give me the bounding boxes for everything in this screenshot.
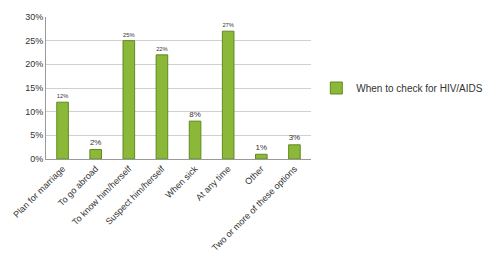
svg-text:20%: 20% [25, 59, 43, 69]
svg-text:0%: 0% [30, 154, 43, 164]
svg-text:15%: 15% [25, 83, 43, 93]
svg-text:25%: 25% [25, 36, 43, 46]
svg-text:Two or more of these options: Two or more of these options [210, 163, 299, 252]
svg-text:When sick: When sick [163, 163, 200, 200]
svg-text:5%: 5% [30, 130, 43, 140]
svg-text:When to check for HIV/AIDS: When to check for HIV/AIDS [356, 83, 482, 94]
svg-text:Plan for marriage: Plan for marriage [11, 164, 67, 220]
svg-text:30%: 30% [25, 12, 43, 22]
svg-text:22%: 22% [156, 46, 168, 52]
svg-text:2%: 2% [90, 138, 101, 147]
svg-text:1%: 1% [256, 143, 267, 152]
svg-text:8%: 8% [189, 110, 200, 119]
svg-text:3%: 3% [289, 133, 300, 142]
svg-text:10%: 10% [25, 107, 43, 117]
svg-text:To know him/herself: To know him/herself [70, 163, 134, 227]
svg-text:At any time: At any time [194, 164, 233, 203]
svg-text:Suspect him/herself: Suspect him/herself [104, 163, 167, 226]
svg-text:27%: 27% [222, 22, 234, 28]
svg-text:25%: 25% [123, 32, 135, 38]
svg-text:Other: Other [243, 164, 266, 187]
svg-text:To go abroad: To go abroad [56, 164, 100, 208]
svg-text:12%: 12% [57, 93, 69, 99]
